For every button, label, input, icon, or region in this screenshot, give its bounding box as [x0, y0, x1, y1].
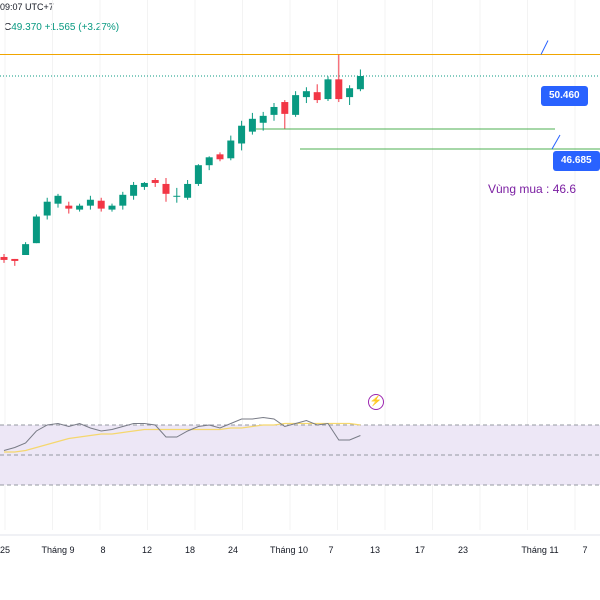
- candle-body: [346, 88, 354, 98]
- candle-body: [292, 95, 300, 115]
- candle-body: [32, 216, 40, 244]
- candle-body: [238, 125, 246, 144]
- x-tick-label: 24: [228, 545, 238, 555]
- x-tick-label: 13: [370, 545, 380, 555]
- candle-body: [54, 195, 62, 204]
- resistance-price-tag: 50.460: [541, 86, 588, 106]
- candle-body: [151, 180, 159, 183]
- x-tick-label: Tháng 10: [270, 545, 308, 555]
- candle-body: [97, 200, 105, 209]
- lightning-icon[interactable]: ⚡: [368, 394, 384, 410]
- candle-body: [248, 118, 256, 132]
- candle-body: [313, 92, 321, 101]
- header-quote: C49.370 +1.565 (+3.27%): [4, 22, 119, 33]
- candle-body: [324, 79, 332, 100]
- resistance-tag-pointer: [540, 40, 549, 55]
- x-tick-label: 7: [328, 545, 333, 555]
- rsi-ma-line: [4, 422, 361, 453]
- price-change: +1.565 (+3.27%): [44, 22, 120, 33]
- header-time: 09:07 UTC+7: [0, 2, 54, 12]
- candle-body: [11, 258, 19, 261]
- candle-body: [162, 183, 170, 194]
- candle-body: [356, 75, 364, 90]
- candle-body: [302, 91, 310, 98]
- candle-body: [65, 205, 73, 209]
- candle-body: [194, 165, 202, 184]
- symbol-prefix: C: [4, 22, 12, 33]
- candle-body: [0, 256, 8, 260]
- x-tick-label: 17: [415, 545, 425, 555]
- last-price: 49.370: [11, 22, 42, 33]
- candle-body: [108, 205, 116, 210]
- rsi-line: [3, 416, 361, 451]
- candle-body: [205, 157, 213, 166]
- candle-body: [227, 140, 235, 159]
- x-tick-label: 7: [582, 545, 587, 555]
- x-tick-label: Tháng 11: [521, 545, 558, 555]
- candle-body: [119, 194, 127, 206]
- candle-body: [43, 201, 51, 216]
- candle-body: [270, 106, 278, 115]
- candle-body: [216, 154, 224, 160]
- candle-body: [259, 115, 267, 123]
- x-tick-label: 18: [185, 545, 195, 555]
- buy-zone-label: Vùng mua : 46.6: [488, 182, 577, 196]
- x-tick-label: 12: [142, 545, 152, 555]
- support-tag-pointer: [551, 134, 561, 150]
- candle-body: [173, 195, 181, 197]
- candle-body: [22, 244, 30, 255]
- support-price-tag: 46.685: [553, 151, 600, 171]
- candle-body: [76, 205, 84, 210]
- candle-body: [140, 182, 148, 187]
- candle-body: [86, 199, 94, 206]
- x-tick-label: Tháng 9: [41, 545, 74, 555]
- candle-body: [281, 102, 289, 114]
- x-tick-label: 23: [458, 545, 468, 555]
- x-tick-label: 25: [0, 545, 10, 555]
- candle-body: [130, 184, 138, 196]
- candle-body: [335, 79, 343, 100]
- candle-body: [184, 183, 192, 198]
- x-tick-label: 8: [100, 545, 105, 555]
- rsi-band: [0, 425, 600, 485]
